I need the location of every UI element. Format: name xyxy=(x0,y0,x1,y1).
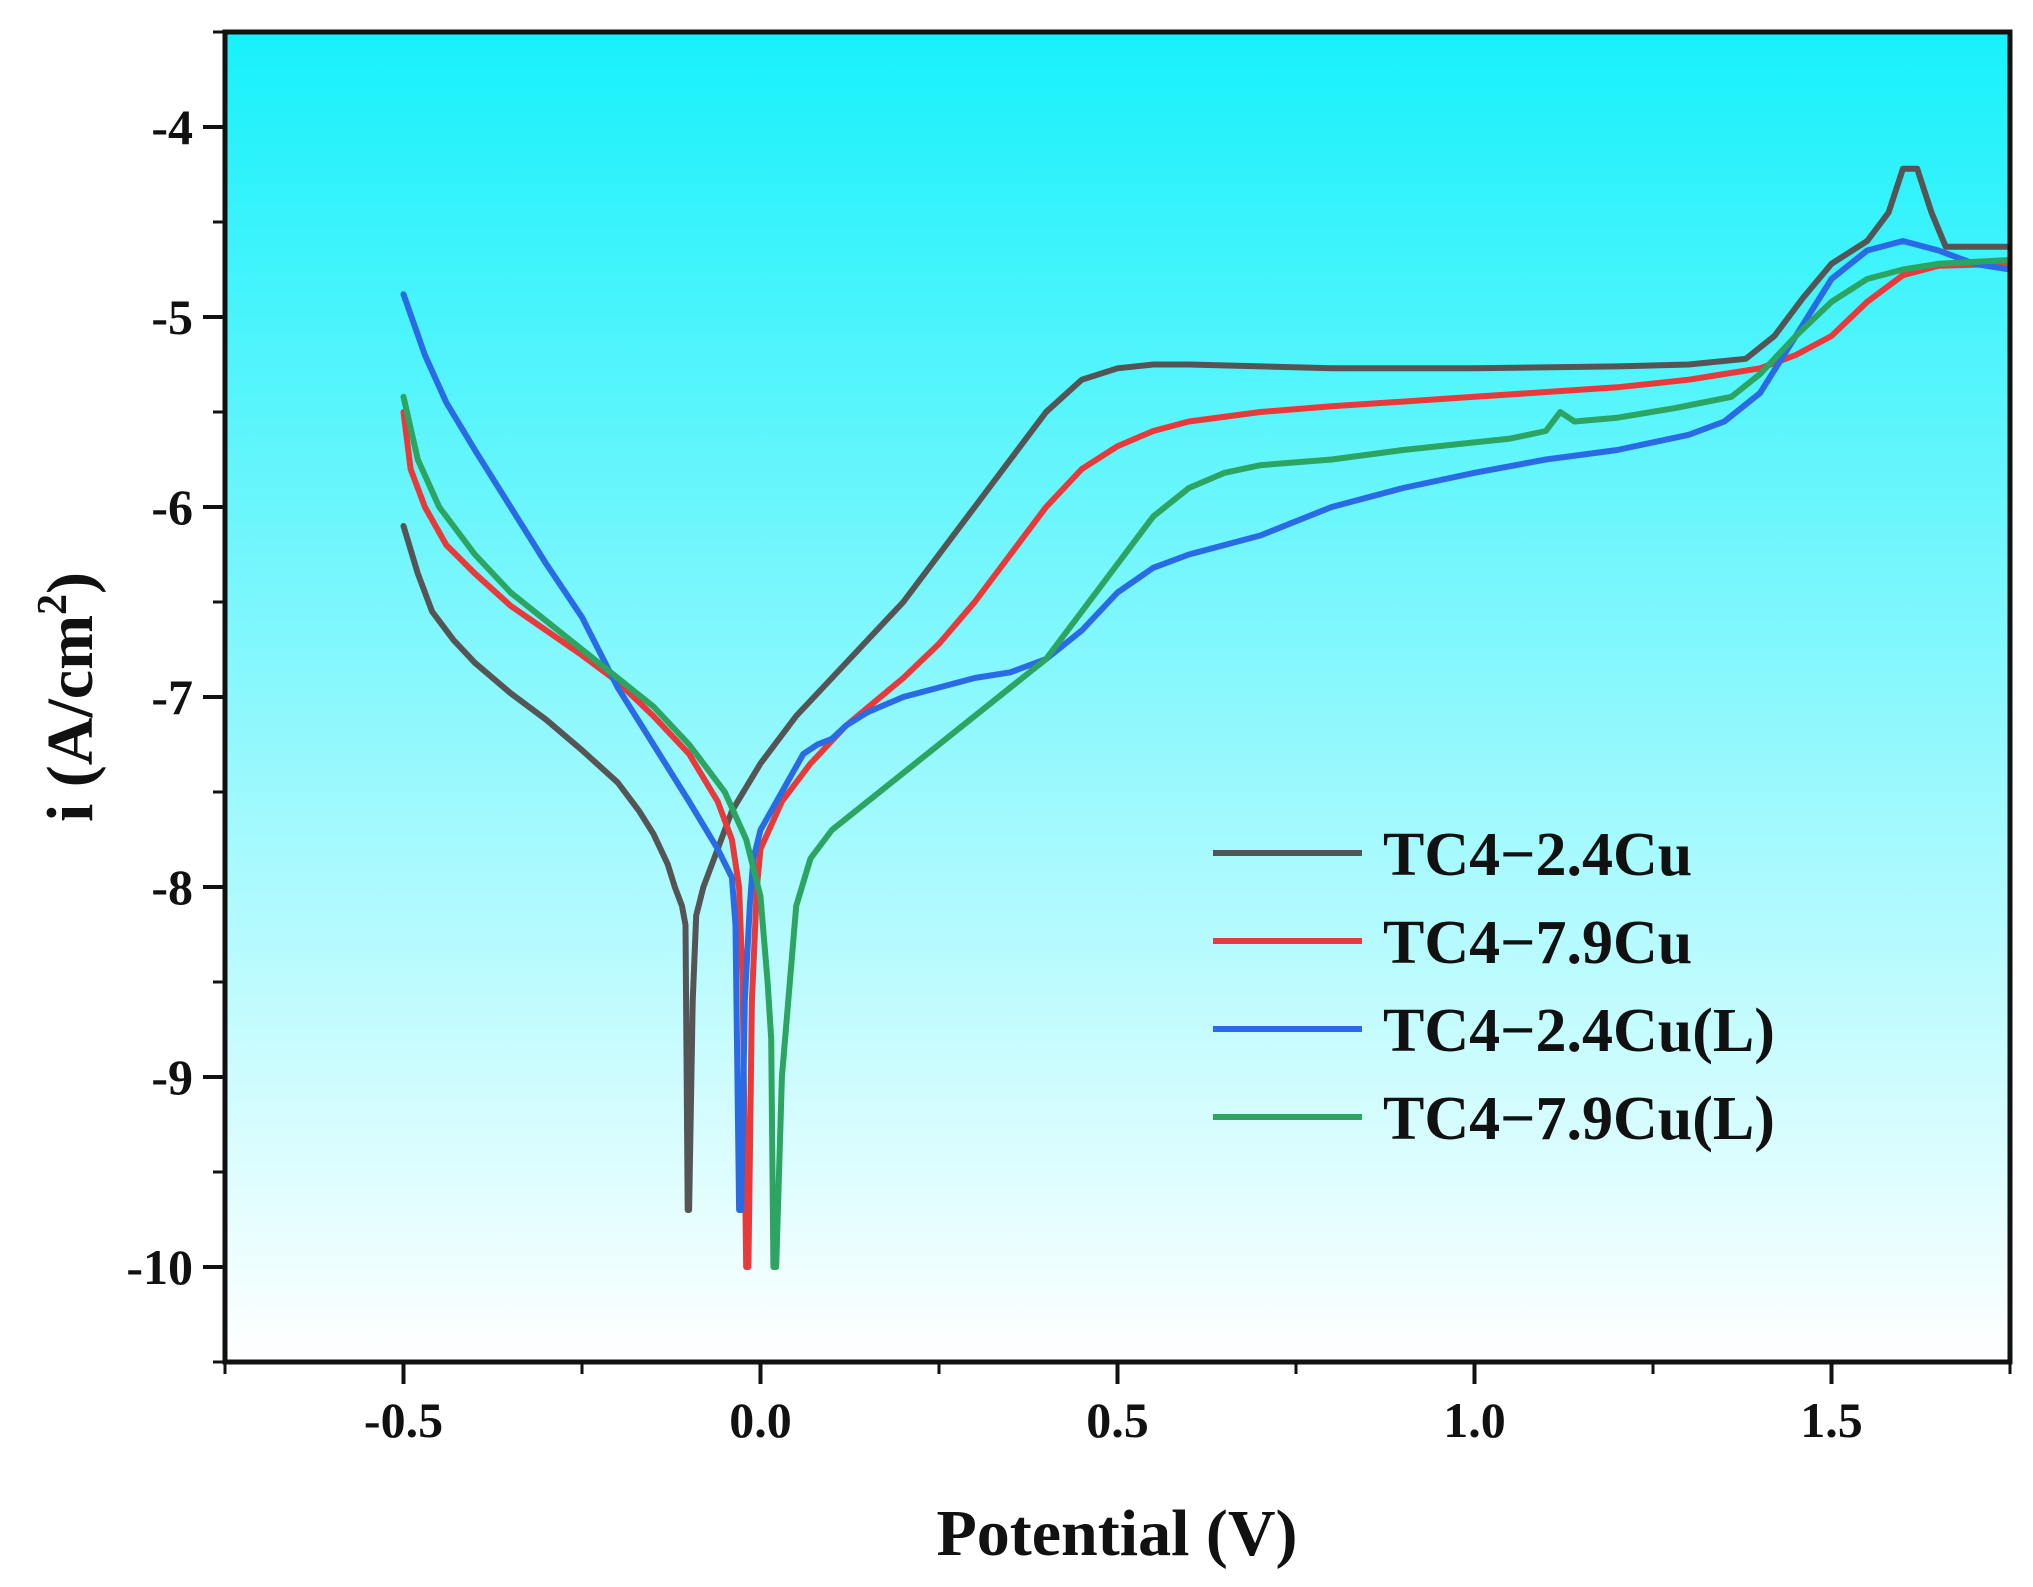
y-tick-label: -10 xyxy=(126,1239,193,1295)
legend-label-1: TC4−2.4Cu xyxy=(1383,821,1692,889)
series-line-4 xyxy=(400,257,2010,1270)
legend: TC4−2.4Cu TC4−7.9Cu TC4−2.4Cu(L) TC4−7.9Cu(… xyxy=(1213,821,1775,1153)
y-axis-title: i (A/cm2) xyxy=(30,572,107,822)
y-tick-label: -5 xyxy=(151,289,193,345)
x-tick-label: 1.5 xyxy=(1800,1392,1863,1448)
series-line-1 xyxy=(400,165,2010,1213)
legend-label-4: TC4−7.9Cu(L) xyxy=(1383,1085,1775,1153)
y-tick-label: -6 xyxy=(151,479,193,535)
axis-ticks: -0.5 0.0 0.5 1.0 1.5 -10 -9 -8 -7 -6 -5 -4 xyxy=(126,30,2012,1448)
y-axis-title-main: i (A/cm xyxy=(34,615,107,822)
y-tick-label: -8 xyxy=(151,859,193,915)
plot-frame xyxy=(222,29,2013,1365)
x-axis-title: Potential (V) xyxy=(936,1497,1297,1570)
legend-label-2: TC4−7.9Cu xyxy=(1383,909,1692,977)
legend-label-3: TC4−2.4Cu(L) xyxy=(1383,997,1775,1065)
y-tick-label: -9 xyxy=(151,1049,193,1105)
y-axis-title-close: ) xyxy=(34,572,107,594)
y-axis-title-superscript: 2 xyxy=(30,594,76,615)
y-tick-label: -7 xyxy=(151,669,193,725)
plot-background xyxy=(225,32,2010,1362)
series-layer xyxy=(400,165,2010,1270)
series-line-3 xyxy=(400,238,2010,1213)
x-tick-label: -0.5 xyxy=(364,1392,443,1448)
x-tick-label: 1.0 xyxy=(1443,1392,1506,1448)
x-tick-label: 0.5 xyxy=(1086,1392,1149,1448)
x-tick-label: 0.0 xyxy=(729,1392,792,1448)
y-tick-label: -4 xyxy=(151,99,193,155)
